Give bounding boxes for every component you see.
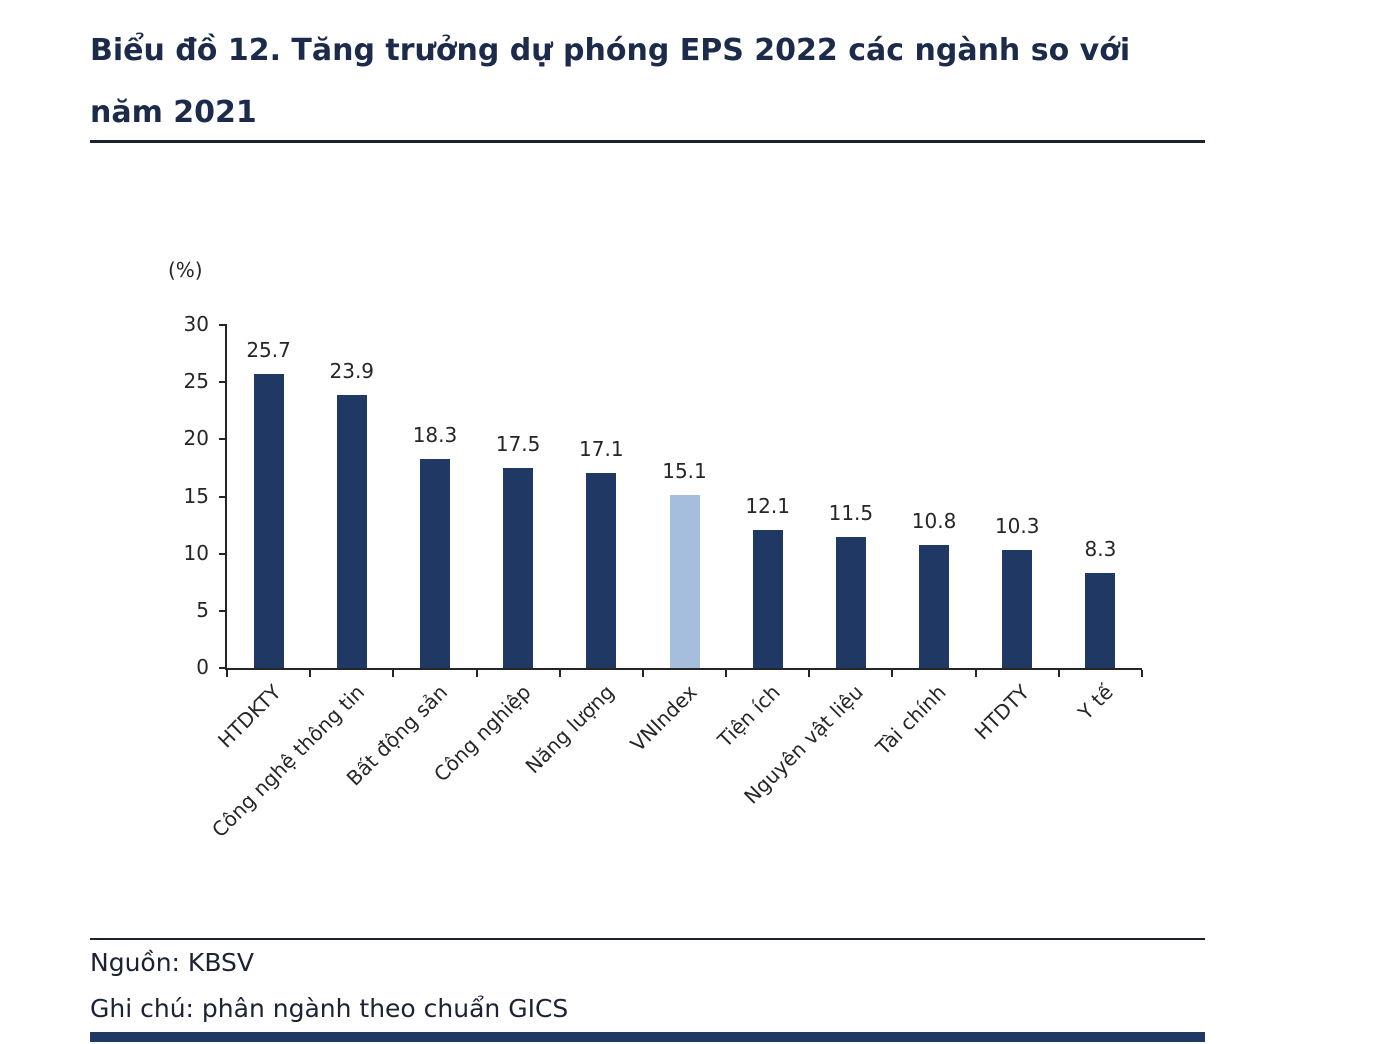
bar (919, 544, 950, 668)
x-axis-tick-mark (808, 670, 811, 677)
y-axis-tick-mark (219, 667, 227, 669)
x-axis-tick-mark (558, 670, 561, 677)
bar (419, 458, 450, 668)
bar-value-label: 15.1 (662, 459, 707, 484)
y-axis-tick-mark (219, 495, 227, 498)
bar-value-label: 25.7 (246, 338, 291, 363)
chart-title: Biểu đồ 12. Tăng trưởng dự phóng EPS 202… (90, 33, 1131, 130)
y-axis-unit-label: (%) (168, 258, 203, 282)
y-axis-tick-label: 25 (183, 369, 209, 394)
x-axis-tick-mark (475, 670, 478, 677)
bar-value-label: 10.3 (994, 514, 1040, 539)
bar-value-label: 23.9 (329, 358, 375, 383)
x-axis-tick-mark (725, 670, 728, 677)
x-axis-tick-mark (1141, 670, 1143, 677)
y-axis-tick-label: 0 (196, 655, 209, 679)
x-axis-category-label: HTDKTY (212, 680, 286, 753)
x-axis-tick-mark (392, 670, 395, 677)
bar-value-label: 17.5 (495, 431, 541, 456)
bar (1085, 573, 1116, 668)
x-axis-tick-mark (891, 670, 894, 677)
source-note: Nguồn: KBSV (90, 948, 255, 977)
page-bottom-accent-bar (90, 1032, 1205, 1042)
bar-highlighted (669, 495, 700, 668)
x-axis-category-label: VNIndex (625, 680, 702, 757)
bar-value-label: 8.3 (1084, 537, 1117, 562)
x-axis-category-label: HTDTY (969, 680, 1035, 745)
x-axis-category-label: Tài chính (871, 680, 952, 760)
x-axis-tick-mark (974, 670, 977, 677)
bar-value-label: 17.1 (579, 436, 624, 461)
y-axis-tick-label: 5 (196, 597, 209, 622)
y-axis-tick-mark (219, 609, 227, 612)
bar-value-label: 10.8 (911, 508, 957, 533)
x-axis-tick-mark (641, 670, 644, 677)
bar (1002, 550, 1033, 668)
title-divider (90, 140, 1205, 143)
bar-chart-plot-area: 0 5 10 15 20 25 30 25.7 HTDKTY 23.9 Công nghệ thôn… (184, 312, 1143, 842)
y-axis-tick-label: 10 (183, 540, 209, 565)
x-axis-category-label: Tiện ích (712, 680, 785, 752)
bar (752, 529, 783, 668)
x-axis-category-label: Y tế (1073, 680, 1118, 725)
x-axis-tick-mark (309, 670, 312, 677)
y-axis-tick-mark (219, 552, 227, 555)
classification-note: Ghi chú: phân ngành theo chuẩn GICS (90, 994, 569, 1023)
y-axis-tick-label: 30 (183, 312, 209, 336)
y-axis-tick-label: 20 (183, 426, 209, 451)
x-axis-category-label: Năng lượng (520, 680, 619, 779)
bar (586, 472, 617, 668)
y-axis-tick-mark (219, 324, 227, 326)
bar (503, 467, 534, 668)
x-axis-tick-mark (226, 670, 228, 677)
y-axis-tick-label: 15 (183, 483, 209, 508)
y-axis-tick-mark (219, 381, 227, 384)
bar-value-label: 11.5 (828, 500, 874, 525)
bar (336, 394, 367, 668)
bar (835, 536, 866, 668)
x-axis-category-label: Công nghệ thông tin (206, 680, 369, 843)
bar-value-label: 18.3 (412, 422, 458, 447)
y-axis-tick-mark (219, 438, 227, 441)
x-axis-tick-mark (1057, 670, 1060, 677)
footer-divider (90, 938, 1205, 940)
bar-value-label: 12.1 (745, 493, 790, 518)
bar (253, 374, 284, 668)
